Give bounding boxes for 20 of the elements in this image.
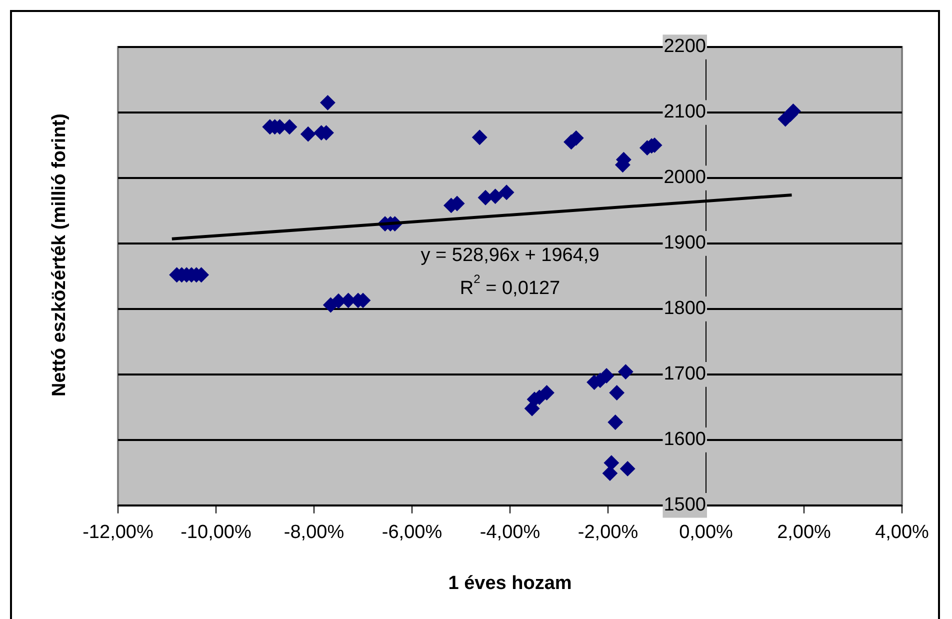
x-tick-label: -12,00% xyxy=(82,522,154,544)
x-tick-label: -6,00% xyxy=(382,522,442,544)
y-tick-label: 2100 xyxy=(664,102,706,123)
y-tick-label: 2000 xyxy=(664,167,706,188)
x-tick-label: -2,00% xyxy=(578,522,638,544)
x-axis-title: 1 éves hozam xyxy=(448,572,572,594)
y-tick-label: 2200 xyxy=(664,36,706,58)
y-tick-label: 1700 xyxy=(664,364,706,385)
x-tick-label: -10,00% xyxy=(180,522,252,544)
y-axis-title: Nettó eszközérték (millió forint) xyxy=(49,114,71,396)
y-tick-label: 1900 xyxy=(664,232,706,254)
annotation: y = 528,96x + 1964,9 xyxy=(420,244,600,266)
x-tick-label: -4,00% xyxy=(480,522,540,544)
y-tick-label: 1800 xyxy=(664,298,706,320)
x-tick-label: 0,00% xyxy=(679,522,734,544)
x-tick-label: 4,00% xyxy=(875,522,930,544)
x-tick-label: -8,00% xyxy=(284,522,344,544)
y-tick-label: 1600 xyxy=(664,429,706,450)
y-tick-label: 1500 xyxy=(664,494,706,516)
x-tick-label: 2,00% xyxy=(777,522,832,544)
